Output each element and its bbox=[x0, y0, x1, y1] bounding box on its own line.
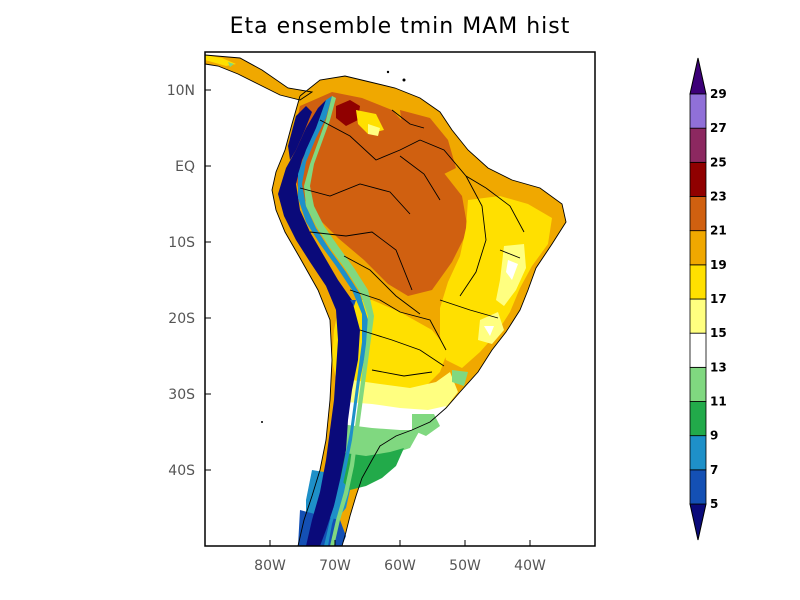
colorbar-label: 27 bbox=[710, 121, 727, 135]
colorbar-swatch bbox=[689, 230, 707, 266]
colorbar-label: 29 bbox=[710, 87, 727, 101]
colorbar-label: 5 bbox=[710, 497, 718, 511]
lon-tick-label: 40W bbox=[514, 558, 546, 574]
colorbar-swatch bbox=[689, 366, 707, 402]
colorbar-swatch bbox=[689, 401, 707, 437]
colorbar-swatch bbox=[689, 196, 707, 232]
lon-tick-label: 50W bbox=[449, 558, 481, 574]
colorbar-under-arrow bbox=[689, 503, 707, 541]
lon-tick-label: 80W bbox=[254, 558, 286, 574]
colorbar-over-arrow bbox=[689, 57, 707, 95]
latitude-axis: 10N EQ 10S 20S 30S 40S bbox=[167, 83, 211, 479]
colorbar-label: 17 bbox=[710, 292, 727, 306]
lon-tick-label: 70W bbox=[319, 558, 351, 574]
colorbar-swatch bbox=[689, 298, 707, 334]
colorbar-label: 19 bbox=[710, 258, 727, 272]
longitude-axis: 80W 70W 60W 50W 40W bbox=[254, 540, 546, 574]
colorbar-swatch bbox=[689, 469, 707, 505]
lon-tick-label: 60W bbox=[384, 558, 416, 574]
lat-tick-label: 30S bbox=[168, 387, 195, 403]
lat-tick-label: 40S bbox=[168, 463, 195, 479]
colorbar-swatch bbox=[689, 332, 707, 368]
colorbar-label: 23 bbox=[710, 190, 727, 204]
political-boundaries bbox=[204, 54, 567, 547]
map-continent bbox=[205, 55, 566, 546]
colorbar-label: 9 bbox=[710, 429, 718, 443]
lat-tick-label: 10S bbox=[168, 235, 195, 251]
colorbar-swatch bbox=[689, 127, 707, 163]
lat-tick-label: 10N bbox=[167, 83, 195, 99]
colorbar-label: 15 bbox=[710, 326, 727, 340]
colorbar-swatch bbox=[689, 264, 707, 300]
colorbar-swatch bbox=[689, 435, 707, 471]
colorbar-swatch bbox=[689, 93, 707, 129]
colorbar-label: 11 bbox=[710, 395, 727, 409]
colorbar-label: 13 bbox=[710, 360, 727, 374]
colorbar-label: 25 bbox=[710, 155, 727, 169]
colorbar: 5 7 9 11 13 15 17 19 21 23 25 27 29 bbox=[689, 57, 727, 541]
colorbar-swatch bbox=[689, 161, 707, 197]
lat-tick-label: EQ bbox=[175, 159, 195, 175]
colorbar-label: 21 bbox=[710, 224, 727, 238]
colorbar-label: 7 bbox=[710, 463, 718, 477]
lat-tick-label: 20S bbox=[168, 311, 195, 327]
map-title: Eta ensemble tmin MAM hist bbox=[229, 14, 571, 39]
